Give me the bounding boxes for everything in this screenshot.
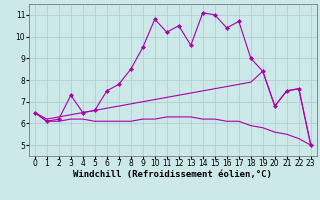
X-axis label: Windchill (Refroidissement éolien,°C): Windchill (Refroidissement éolien,°C) [73, 170, 272, 179]
